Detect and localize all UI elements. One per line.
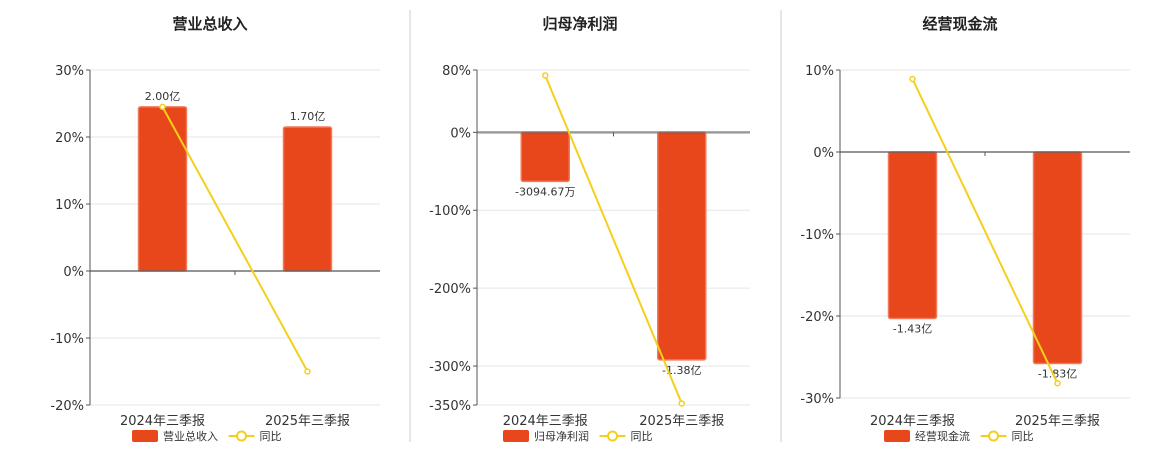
y-tick-label: -20% [800,310,834,325]
y-tick-label: 0% [450,126,471,141]
yoy-point-1 [542,72,549,79]
y-tick-label: -10% [50,332,84,347]
y-tick-label: 20% [55,131,84,146]
legend-bar-label: 归母净利润 [534,429,589,443]
yoy-line [161,106,309,372]
bar-1 [520,131,570,183]
y-tick-label: -100% [429,204,471,219]
legend-bar-swatch [132,430,158,442]
yoy-point-2 [1054,379,1061,387]
chart-title: 经营现金流 [922,15,997,33]
yoy-line [544,75,683,404]
legend-line-marker [607,430,618,442]
y-tick-label: -350% [429,399,471,414]
yoy-line [911,78,1059,384]
bar-data-label: -1.38亿 [662,364,701,377]
legend-bar-label: 营业总收入 [163,429,218,443]
yoy-point-1 [159,103,166,111]
y-tick-label: -20% [50,399,84,414]
bar-data-label: 2.00亿 [145,90,181,103]
x-category-label: 2024年三季报 [870,414,955,429]
x-category-label: 2025年三季报 [265,414,350,429]
bar-1 [137,106,188,272]
x-category-label: 2025年三季报 [1015,414,1100,429]
y-tick-label: -300% [429,360,471,375]
y-tick-label: -30% [800,392,834,407]
yoy-point-2 [304,368,311,375]
legend-bar-swatch [884,430,910,442]
x-category-label: 2025年三季报 [639,414,724,429]
legend-bar-swatch [503,430,529,442]
chart-title: 营业总收入 [172,15,247,33]
y-tick-label: -200% [429,282,471,297]
bar-2 [657,131,707,361]
y-tick-label: 10% [55,198,84,213]
x-category-label: 2024年三季报 [120,414,205,429]
bar-data-label: -1.83亿 [1038,368,1077,381]
y-tick-label: 0% [63,265,84,280]
legend-line-marker [236,430,247,442]
bar-1 [887,151,938,320]
bar-2 [282,126,333,272]
bar-data-label: -1.43亿 [893,322,932,335]
bar-data-label: 1.70亿 [290,110,326,123]
y-tick-label: 80% [442,64,471,79]
x-category-label: 2024年三季报 [503,414,588,429]
bar-2 [1032,151,1083,365]
legend-line-label: 同比 [631,430,653,443]
legend-line-label: 同比 [260,430,282,443]
legend-bar-label: 经营现金流 [915,429,970,443]
yoy-point-1 [909,75,916,83]
y-tick-label: 10% [805,64,834,79]
bar-data-label: -3094.67万 [515,185,575,198]
legend-line-marker [988,430,999,442]
legend-line-label: 同比 [1012,430,1034,443]
chart-title: 归母净利润 [542,15,617,33]
y-tick-label: -10% [800,228,834,243]
y-tick-label: 0% [813,146,834,161]
y-tick-label: 30% [55,64,84,79]
yoy-point-2 [678,400,685,407]
